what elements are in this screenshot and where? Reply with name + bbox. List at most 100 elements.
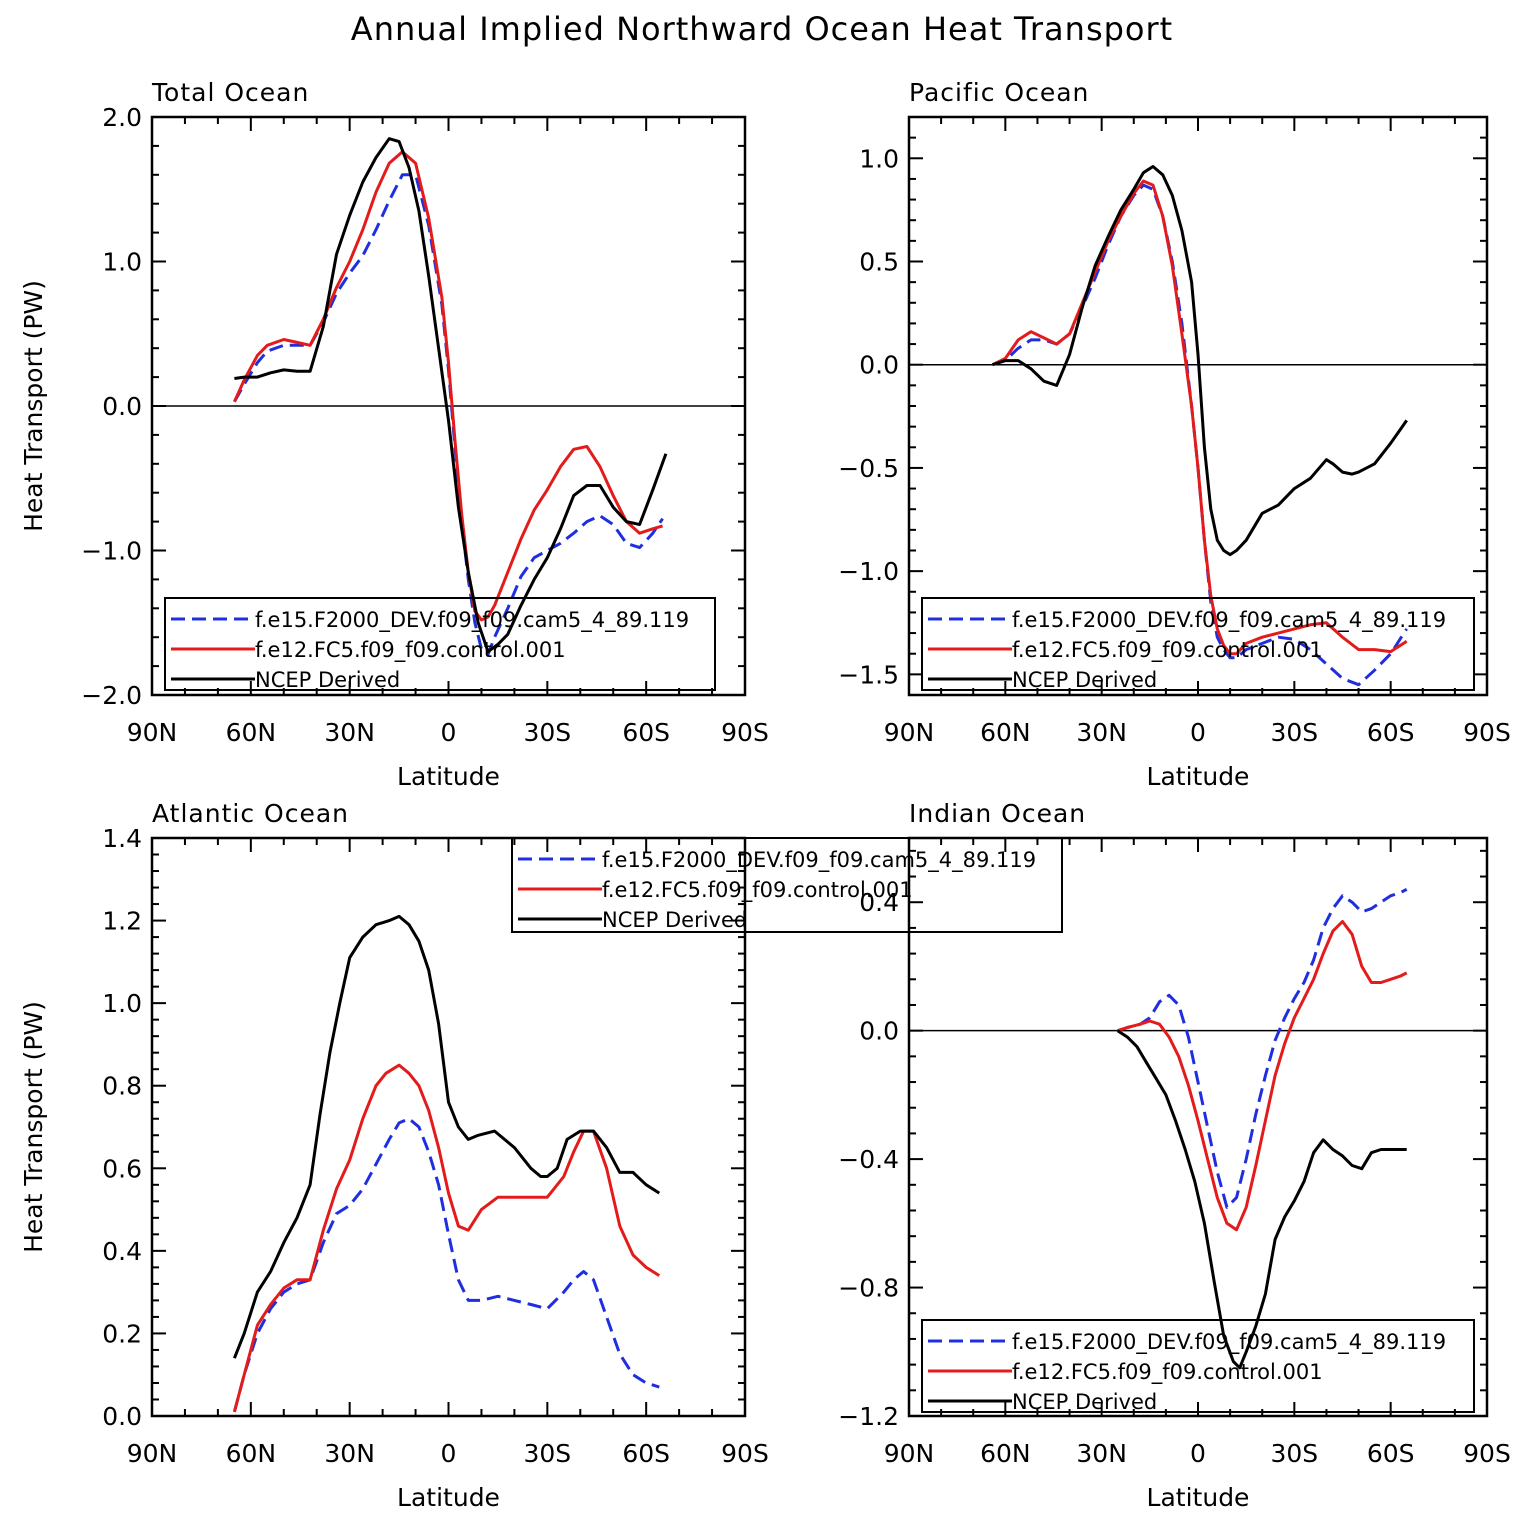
y-tick-label: −2.0 bbox=[81, 681, 142, 710]
x-tick-label: 60S bbox=[622, 1439, 670, 1468]
y-tick-label: −1.0 bbox=[838, 557, 899, 586]
panel-total-ocean: Total Ocean 90N 60N 30N 0 30S 60S 90S Latitude 2.… bbox=[19, 78, 769, 791]
x-tick-label: 0 bbox=[441, 718, 457, 747]
y-tick-label: 0.0 bbox=[102, 392, 142, 421]
y-tick-label: 1.0 bbox=[102, 248, 142, 277]
y-tick-label: 1.0 bbox=[102, 989, 142, 1018]
x-tick-label: 30S bbox=[1270, 1439, 1318, 1468]
series-line-ncep bbox=[233, 914, 661, 1359]
legend-label-exp: f.e15.F2000_DEV.f09_f09.cam5_4_89.119 bbox=[1012, 608, 1446, 633]
x-axis-label: Latitude bbox=[1147, 1483, 1250, 1512]
panel-title: Total Ocean bbox=[151, 78, 309, 107]
x-tick-label: 30N bbox=[1076, 1439, 1127, 1468]
legend-label-exp: f.e15.F2000_DEV.f09_f09.cam5_4_89.119 bbox=[602, 848, 1036, 873]
x-tick-label: 60N bbox=[226, 1439, 277, 1468]
y-tick-label: −1.2 bbox=[838, 1402, 899, 1431]
x-tick-label: 60N bbox=[980, 718, 1031, 747]
plot-frame bbox=[907, 836, 1489, 1418]
y-tick-label: 0.0 bbox=[859, 351, 899, 380]
y-tick-label: 0.4 bbox=[859, 888, 899, 917]
series-line-ctrl bbox=[991, 179, 1408, 656]
panel-title: Atlantic Ocean bbox=[152, 799, 349, 828]
x-tick-label: 30S bbox=[1270, 718, 1318, 747]
y-tick-label: −1.5 bbox=[838, 660, 899, 689]
x-tick-label: 90S bbox=[721, 718, 769, 747]
x-tick-label: 90N bbox=[127, 718, 178, 747]
x-axis-label: Latitude bbox=[397, 762, 500, 791]
legend: f.e15.F2000_DEV.f09_f09.cam5_4_89.119 f.e… bbox=[921, 597, 1475, 692]
panel-indian-ocean: Indian Ocean 90N 60N 30N 0 30S 60S 90S Latitude 0… bbox=[838, 799, 1511, 1512]
panel-atlantic-ocean: Atlantic Ocean 90N 60N 30N 0 30S 60S 90S Latitud… bbox=[19, 799, 1063, 1512]
panel-title: Indian Ocean bbox=[909, 799, 1086, 828]
series-line-ncep bbox=[992, 165, 1408, 557]
y-tick-label: 0.2 bbox=[102, 1319, 142, 1348]
plot-frame bbox=[150, 836, 747, 1418]
x-tick-label: 30S bbox=[523, 1439, 571, 1468]
y-axis-label: Heat Transport (PW) bbox=[19, 1001, 48, 1253]
legend-label-ncep: NCEP Derived bbox=[1012, 668, 1157, 692]
x-tick-label: 0 bbox=[441, 1439, 457, 1468]
y-tick-label: 0.6 bbox=[102, 1154, 142, 1183]
series-line-ctrl bbox=[1117, 920, 1408, 1232]
legend-label-ctrl: f.e12.FC5.f09_f09.control.001 bbox=[1012, 1360, 1323, 1385]
y-tick-label: −0.4 bbox=[838, 1145, 899, 1174]
x-tick-label: 60S bbox=[1367, 718, 1415, 747]
x-tick-label: 90N bbox=[884, 718, 935, 747]
x-tick-label: 90S bbox=[1463, 1439, 1511, 1468]
legend-box bbox=[511, 837, 1063, 933]
series-line-exp bbox=[1117, 888, 1408, 1209]
y-tick-label: 1.0 bbox=[859, 144, 899, 173]
x-tick-label: 0 bbox=[1190, 1439, 1206, 1468]
x-tick-label: 60N bbox=[980, 1439, 1031, 1468]
series-line-ctrl bbox=[232, 1063, 661, 1413]
legend-label-ctrl: f.e12.FC5.f09_f09.control.001 bbox=[1012, 638, 1323, 663]
y-tick-label: 1.2 bbox=[102, 907, 142, 936]
panel-title: Pacific Ocean bbox=[909, 78, 1089, 107]
legend-label-ctrl: f.e12.FC5.f09_f09.control.001 bbox=[255, 638, 566, 663]
x-tick-label: 90N bbox=[127, 1439, 178, 1468]
plot-frame bbox=[150, 115, 747, 697]
y-tick-label: −0.5 bbox=[838, 454, 899, 483]
panel-pacific-ocean: Pacific Ocean 90N 60N 30N 0 30S 60S 90S Latitude… bbox=[838, 78, 1511, 791]
x-tick-label: 30N bbox=[324, 1439, 375, 1468]
x-tick-label: 90S bbox=[721, 1439, 769, 1468]
x-tick-label: 90N bbox=[884, 1439, 935, 1468]
x-tick-label: 60S bbox=[1367, 1439, 1415, 1468]
y-tick-label: 0.0 bbox=[859, 1017, 899, 1046]
x-tick-label: 60N bbox=[226, 718, 277, 747]
x-tick-label: 90S bbox=[1463, 718, 1511, 747]
y-axis-label: Heat Transport (PW) bbox=[19, 280, 48, 532]
x-axis-label: Latitude bbox=[1147, 762, 1250, 791]
y-tick-label: 0.4 bbox=[102, 1237, 142, 1266]
legend: f.e15.F2000_DEV.f09_f09.cam5_4_89.119 f.e… bbox=[921, 1319, 1475, 1414]
y-tick-label: 0.5 bbox=[859, 248, 899, 277]
x-tick-label: 30N bbox=[1076, 718, 1127, 747]
legend: f.e15.F2000_DEV.f09_f09.cam5_4_89.119 f.e… bbox=[164, 597, 716, 692]
legend-box bbox=[921, 597, 1475, 691]
y-tick-label: 1.4 bbox=[102, 824, 142, 853]
legend-label-exp: f.e15.F2000_DEV.f09_f09.cam5_4_89.119 bbox=[1012, 1330, 1446, 1355]
legend-label-ctrl: f.e12.FC5.f09_f09.control.001 bbox=[602, 878, 913, 903]
x-tick-label: 0 bbox=[1190, 718, 1206, 747]
series-line-ncep bbox=[234, 137, 668, 654]
x-tick-label: 30S bbox=[523, 718, 571, 747]
legend-label-ncep: NCEP Derived bbox=[1012, 1390, 1157, 1414]
legend-label-ncep: NCEP Derived bbox=[602, 908, 747, 932]
x-axis-label: Latitude bbox=[397, 1483, 500, 1512]
y-tick-label: 0.0 bbox=[102, 1402, 142, 1431]
y-tick-label: −0.8 bbox=[838, 1274, 899, 1303]
series-line-exp bbox=[232, 1117, 660, 1413]
page-title: Annual Implied Northward Ocean Heat Tran… bbox=[350, 10, 1174, 48]
series-line-ncep bbox=[1116, 1029, 1407, 1370]
series-line-ctrl bbox=[233, 150, 664, 622]
x-tick-label: 30N bbox=[324, 718, 375, 747]
x-tick-label: 60S bbox=[622, 718, 670, 747]
legend-label-ncep: NCEP Derived bbox=[255, 668, 400, 692]
y-tick-label: 2.0 bbox=[102, 103, 142, 132]
legend-box bbox=[164, 597, 716, 691]
y-tick-label: −1.0 bbox=[81, 537, 142, 566]
legend: f.e15.F2000_DEV.f09_f09.cam5_4_89.119 f.e… bbox=[511, 837, 1063, 933]
legend-label-exp: f.e15.F2000_DEV.f09_f09.cam5_4_89.119 bbox=[255, 608, 689, 633]
legend-box bbox=[921, 1319, 1475, 1413]
